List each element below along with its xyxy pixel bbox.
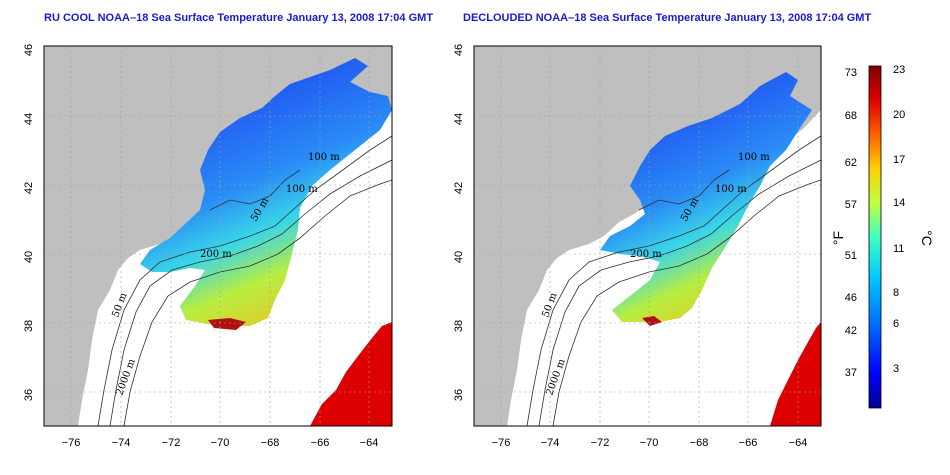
- lon-tick: −74: [112, 437, 131, 449]
- celsius-tick: 20: [893, 109, 905, 121]
- celsius-tick: 23: [893, 64, 905, 76]
- fahrenheit-tick: 51: [845, 250, 857, 262]
- lat-tick: 38: [453, 320, 465, 332]
- lon-tick: −76: [492, 437, 511, 449]
- fahrenheit-tick: 46: [845, 292, 857, 304]
- gulf-stream: [310, 322, 392, 426]
- fahrenheit-tick: 62: [845, 157, 857, 169]
- lon-tick: −72: [591, 437, 610, 449]
- colorbar-gradient: [868, 65, 882, 409]
- lat-tick: 40: [453, 251, 465, 263]
- lat-tick: 42: [23, 182, 35, 194]
- lat-tick: 36: [453, 389, 465, 401]
- gulf-stream: [770, 322, 821, 426]
- lat-tick-labels: 46 44 42 40 38 36: [453, 44, 465, 401]
- map-title-right: DECLOUDED NOAA–18 Sea Surface Temperatur…: [463, 12, 872, 24]
- warm-feature: [208, 318, 246, 330]
- lat-tick: 38: [23, 320, 35, 332]
- map-panel-right: 100 m 100 m 50 m 200 m 50 m 2000 m 46 44…: [453, 44, 822, 449]
- celsius-tick: 6: [893, 318, 899, 330]
- fahrenheit-tick: 37: [845, 367, 857, 379]
- fahrenheit-tick: 73: [845, 67, 857, 79]
- lat-tick: 44: [23, 113, 35, 125]
- celsius-tick: 14: [893, 197, 905, 209]
- fahrenheit-ticks: 73 68 62 57 51 46 42 37: [845, 67, 857, 379]
- isobath-label: 100 m: [715, 184, 747, 195]
- lat-tick: 40: [23, 251, 35, 263]
- fahrenheit-tick: 57: [845, 199, 857, 211]
- colorbar: 73 68 62 57 51 46 42 37 23 20 17 14 11 8…: [830, 64, 935, 409]
- celsius-tick: 17: [893, 154, 905, 166]
- lat-tick: 42: [453, 182, 465, 194]
- lon-tick: −70: [211, 437, 230, 449]
- map-frame: [473, 45, 822, 427]
- celsius-unit-label: °C: [919, 230, 935, 246]
- ocean-sst-field: [600, 72, 812, 322]
- isobath-label: 100 m: [286, 184, 318, 195]
- celsius-tick: 3: [893, 363, 899, 375]
- ocean-sst-field: [140, 58, 392, 326]
- lon-tick: −66: [311, 437, 330, 449]
- lat-tick-labels: 46 44 42 40 38 36: [23, 44, 35, 401]
- fahrenheit-unit-label: °F: [830, 231, 846, 245]
- isobath-label: 100 m: [738, 152, 770, 163]
- isobath-label: 100 m: [308, 152, 340, 163]
- lon-tick: −72: [162, 437, 181, 449]
- lon-tick-labels: −76 −74 −72 −70 −68 −66 −64: [62, 437, 379, 449]
- celsius-tick: 11: [893, 243, 904, 255]
- graticule: [44, 46, 392, 426]
- fahrenheit-tick: 68: [845, 110, 857, 122]
- lon-tick: −76: [62, 437, 81, 449]
- lon-tick: −64: [789, 437, 808, 449]
- fahrenheit-tick: 42: [845, 325, 857, 337]
- lat-tick: 36: [23, 389, 35, 401]
- lon-tick: −68: [261, 437, 280, 449]
- lon-tick: −70: [640, 437, 659, 449]
- lon-tick-labels: −76 −74 −72 −70 −68 −66 −64: [492, 437, 808, 449]
- lon-tick: −64: [360, 437, 379, 449]
- celsius-ticks: 23 20 17 14 11 8 6 3: [893, 64, 905, 375]
- celsius-tick: 8: [893, 287, 899, 299]
- map-frame: [43, 45, 393, 427]
- lat-tick: 46: [23, 44, 35, 56]
- warm-feature: [642, 316, 662, 326]
- lon-tick: −68: [690, 437, 709, 449]
- lat-tick: 44: [453, 113, 465, 125]
- map-title-left: RU COOL NOAA–18 Sea Surface Temperature …: [44, 12, 434, 24]
- isobath-label: 200 m: [630, 249, 662, 260]
- graticule: [474, 46, 821, 426]
- map-panel-left: 100 m 100 m 50 m 200 m 50 m 2000 m 46 44…: [23, 44, 393, 449]
- isobath-label: 200 m: [200, 249, 232, 260]
- lon-tick: −66: [739, 437, 758, 449]
- lat-tick: 46: [453, 44, 465, 56]
- lon-tick: −74: [541, 437, 560, 449]
